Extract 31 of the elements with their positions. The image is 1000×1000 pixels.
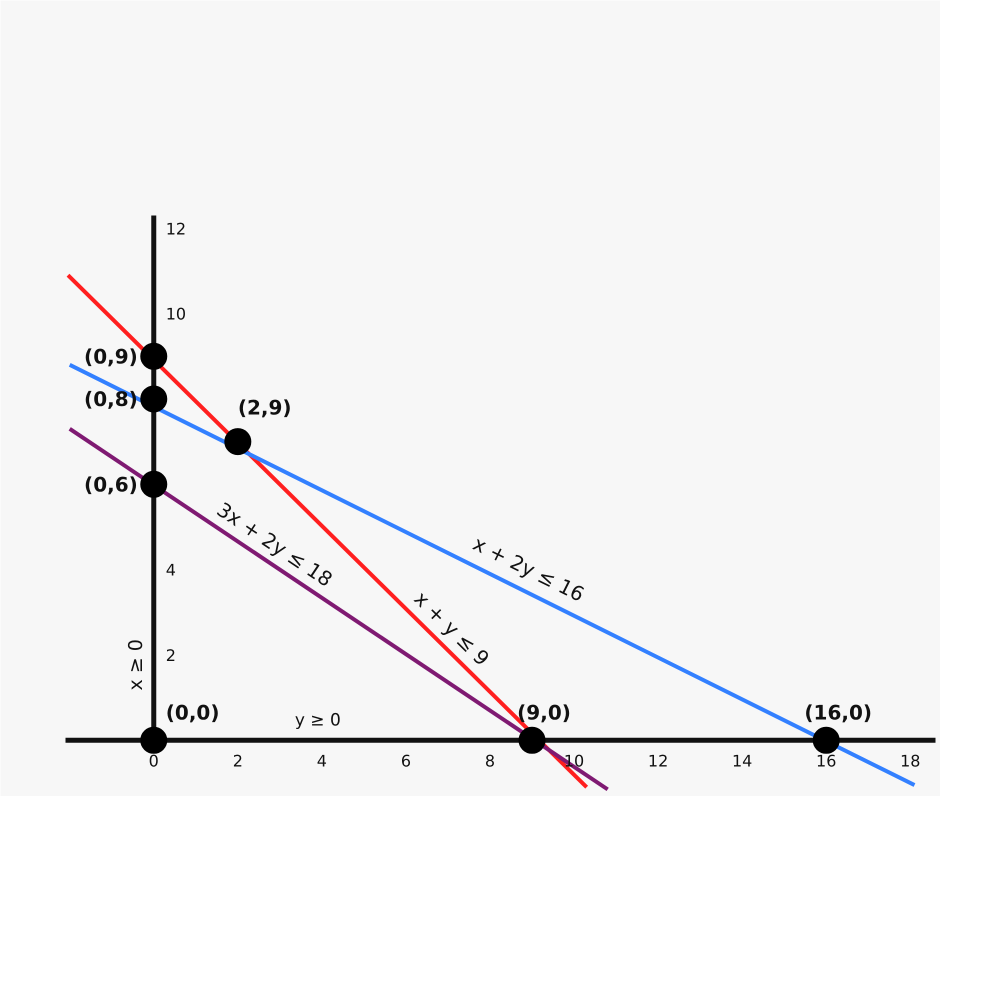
x-tick-label: 14 [732, 751, 752, 770]
annotation: (0,9) [84, 344, 138, 368]
annotation: (9,0) [517, 700, 571, 724]
x-tick-label: 0 [148, 751, 159, 770]
y-tick-label: 12 [166, 219, 186, 238]
annotation: (16,0) [804, 700, 872, 724]
x-tick-label: 18 [900, 751, 920, 770]
x-tick-label: 8 [484, 751, 496, 770]
point [140, 385, 168, 412]
x-tick-label: 12 [648, 751, 668, 770]
point [140, 342, 168, 370]
annotation: (2,9) [238, 396, 292, 420]
annotation: y ≥ 0 [294, 710, 341, 730]
point [140, 726, 168, 754]
x-tick-label: 2 [232, 751, 243, 770]
y-tick-label: 4 [166, 560, 176, 580]
point [224, 428, 252, 456]
annotation: (0,0) [166, 700, 220, 724]
y-tick-label: 10 [166, 304, 186, 324]
point [812, 726, 840, 754]
annotation: (0,8) [84, 386, 138, 411]
annotation: x ≥ 0 [124, 639, 147, 690]
point [518, 726, 546, 754]
annotation: 3x + 2y ≤ 18 [212, 497, 337, 592]
x-tick-label: 6 [400, 751, 412, 770]
x-tick-label: 4 [316, 751, 327, 770]
x-tick-label: 16 [816, 751, 836, 770]
x-tick-label: 10 [564, 751, 584, 770]
annotation: (0,6) [84, 472, 138, 496]
y-tick-label: 2 [166, 646, 176, 665]
point [140, 470, 168, 498]
